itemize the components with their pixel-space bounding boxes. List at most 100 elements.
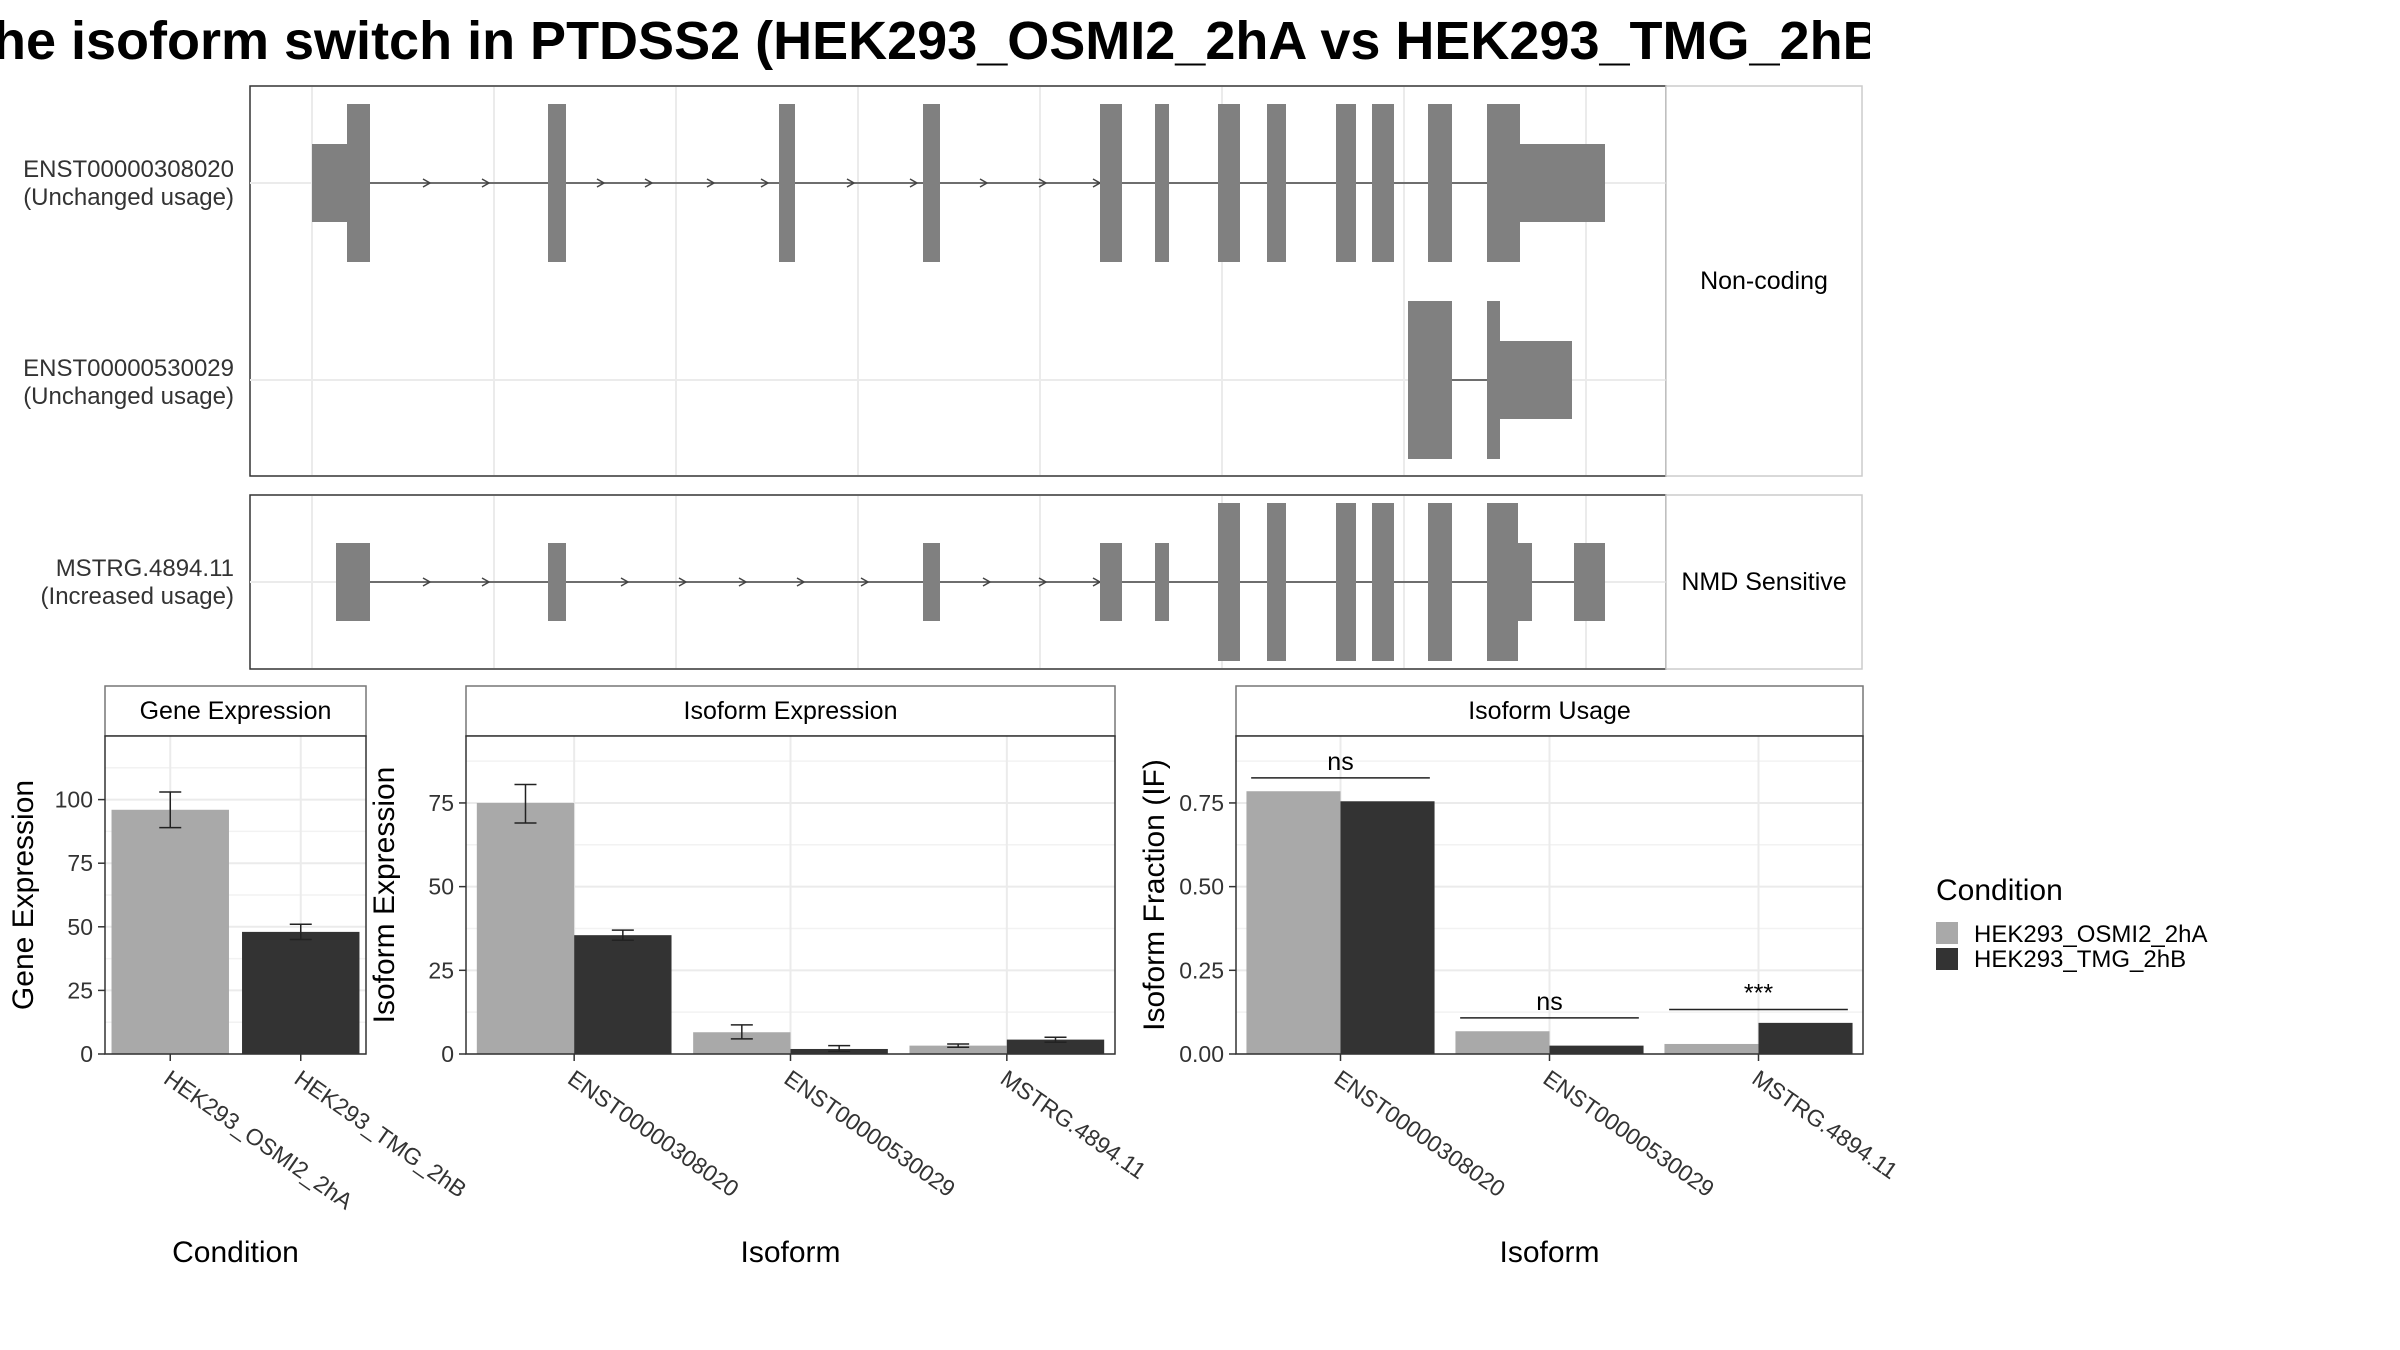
legend-label-b: HEK293_TMG_2hB <box>1974 946 2186 973</box>
y-tick-label: 0.25 <box>1179 957 1224 983</box>
strand-arrow <box>860 577 870 587</box>
y-tick-label: 25 <box>428 957 454 983</box>
bar <box>1246 791 1341 1054</box>
strand-arrow <box>760 178 770 188</box>
exon <box>1155 543 1169 621</box>
x-tick-label: ENST00000308020 <box>563 1065 743 1202</box>
y-tick-label: 0.75 <box>1179 790 1224 816</box>
panel-strip-title: Gene Expression <box>140 697 332 725</box>
strand-arrow <box>422 577 432 587</box>
x-tick-label: ENST00000530029 <box>780 1065 960 1202</box>
x-tick-label: ENST00000308020 <box>1330 1065 1510 1202</box>
legend: Condition HEK293_OSMI2_2hA HEK293_TMG_2h… <box>1936 874 2207 973</box>
exon <box>336 543 370 621</box>
exon <box>923 543 940 621</box>
legend-label-a: HEK293_OSMI2_2hA <box>1974 921 2207 948</box>
bar <box>1340 801 1435 1054</box>
gene-expression-chart: Gene Expression0255075100HEK293_OSMI2_2h… <box>7 685 471 1269</box>
exon <box>347 104 370 262</box>
y-axis-title: Isoform Fraction (IF) <box>1138 759 1171 1031</box>
y-tick-label: 75 <box>428 790 454 816</box>
bar <box>476 802 575 1054</box>
bar <box>1664 1043 1759 1054</box>
strand-arrow <box>678 577 688 587</box>
y-axis-title: Gene Expression <box>7 780 40 1010</box>
transcript-panel-noncoding: Non-coding ENST00000308020 (Unchanged us… <box>23 85 1863 477</box>
strip-label-noncoding: Non-coding <box>1700 267 1828 295</box>
exon <box>1518 543 1532 621</box>
strand-arrow <box>979 178 989 188</box>
bar <box>1549 1045 1644 1054</box>
exon <box>1518 144 1605 222</box>
exon <box>1574 543 1605 621</box>
y-tick-label: 50 <box>428 874 454 900</box>
figure-title-text: The isoform switch in PTDSS2 (HEK293_OSM… <box>0 11 1870 71</box>
y-tick-label: 0 <box>80 1041 93 1067</box>
y-tick-label: 75 <box>67 850 93 876</box>
transcript-structures-nmd <box>336 503 1605 661</box>
exon <box>1487 503 1518 661</box>
strand-arrow <box>1038 178 1048 188</box>
exon <box>1487 301 1500 459</box>
panel-strip <box>465 685 1116 737</box>
exon <box>1218 104 1240 262</box>
strand-arrow <box>481 577 491 587</box>
exon <box>1408 301 1452 459</box>
significance-label: ns <box>1327 748 1353 776</box>
strand-arrow <box>481 178 491 188</box>
strand-arrow <box>796 577 806 587</box>
y-tick-label: 50 <box>67 914 93 940</box>
legend-swatch-b <box>1936 948 1958 970</box>
figure-title: The isoform switch in PTDSS2 (HEK293_OSM… <box>0 0 1870 90</box>
transcript-label-id: ENST00000308020 <box>23 156 234 183</box>
exon <box>312 144 347 222</box>
exon <box>1218 503 1240 661</box>
exon <box>1428 104 1452 262</box>
strand-arrow <box>422 178 432 188</box>
exon <box>1100 543 1122 621</box>
exon <box>1498 341 1572 419</box>
strand-arrow <box>706 178 716 188</box>
transcript-label-usage: (Unchanged usage) <box>23 184 234 211</box>
significance-label: ns <box>1536 988 1562 1016</box>
strand-arrow <box>909 178 919 188</box>
bar <box>909 1045 1007 1054</box>
exon <box>923 104 940 262</box>
exon <box>1428 503 1452 661</box>
strand-arrow <box>1038 577 1048 587</box>
strand-arrow <box>620 577 630 587</box>
x-axis-title: Isoform <box>740 1236 840 1269</box>
exon <box>548 104 566 262</box>
y-tick-label: 25 <box>67 977 93 1003</box>
strip-nmd <box>1665 494 1863 670</box>
exon <box>1336 104 1356 262</box>
x-tick-label: MSTRG.4894.11 <box>996 1065 1151 1184</box>
bar <box>242 931 360 1054</box>
y-tick-label: 0 <box>441 1041 454 1067</box>
isoform-expression-chart: Isoform Expression 0 25 50 75 ENST00000308020… <box>368 685 1151 1269</box>
x-axis-title: Isoform <box>1499 1236 1599 1269</box>
x-tick-label: MSTRG.4894.11 <box>1748 1065 1903 1184</box>
exon <box>1100 104 1122 262</box>
panel-strip <box>1235 685 1864 737</box>
panel-strip <box>104 685 367 737</box>
strand-arrow <box>644 178 654 188</box>
y-tick-label: 0.00 <box>1179 1041 1224 1067</box>
panel-strip-title: Isoform Expression <box>684 697 898 725</box>
significance-label: *** <box>1744 979 1773 1007</box>
bar <box>574 935 672 1054</box>
transcript-structures-noncoding <box>312 104 1605 459</box>
y-tick-label: 0.50 <box>1179 874 1224 900</box>
strand-arrow <box>982 577 992 587</box>
isoform-usage-chart: Isoform Usage 0.00 0.25 0.50 0.75 ns ns *** ENST… <box>1138 685 1903 1269</box>
exon <box>1336 503 1356 661</box>
strip-label-nmd: NMD Sensitive <box>1681 568 1846 596</box>
panel-strip-title: Isoform Usage <box>1468 697 1631 725</box>
transcript-label-usage: (Increased usage) <box>41 583 234 610</box>
bar <box>1455 1031 1550 1054</box>
legend-swatch-a <box>1936 922 1958 944</box>
x-axis-title: Condition <box>172 1236 299 1269</box>
transcript-panel-noncoding-background <box>249 85 1667 477</box>
exon <box>1372 104 1394 262</box>
